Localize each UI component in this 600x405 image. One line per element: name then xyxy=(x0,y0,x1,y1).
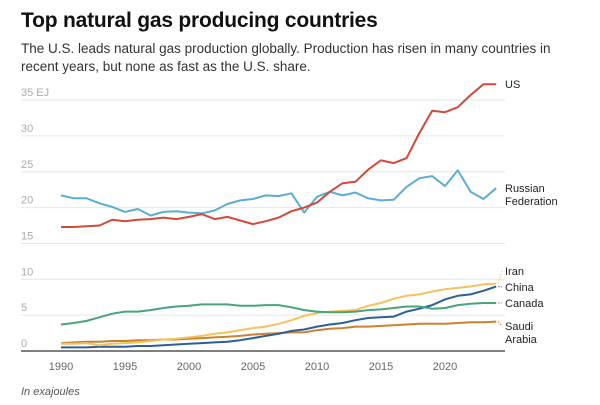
series-line-saudi-arabia xyxy=(60,320,497,345)
series-label-russian-federation: Russian Federation xyxy=(505,183,558,208)
y-tick-label: 10 xyxy=(21,266,33,278)
x-tick-label: 1990 xyxy=(49,361,73,373)
series-line-iran xyxy=(61,282,497,347)
y-tick-label: 35 EJ xyxy=(21,87,49,99)
x-axis-ticks: 1990 1995 2000 2005 2010 2015 2020 xyxy=(49,361,457,373)
series-label-line: China xyxy=(505,282,535,294)
y-tick-label: 0 xyxy=(21,338,27,350)
series-label-iran: Iran xyxy=(505,266,524,278)
chart-title: Top natural gas producing countries xyxy=(21,9,378,32)
series-line-china xyxy=(61,285,497,349)
series-label-saudi-arabia: Saudi Arabia xyxy=(505,321,538,346)
series-label-line: Arabia xyxy=(505,334,538,346)
series-label-canada: Canada xyxy=(505,298,544,310)
x-tick-label: 2020 xyxy=(433,361,457,373)
series-labels: US Russian Federation Iran China Canada Saudi A… xyxy=(497,79,558,346)
y-tick-label: 5 xyxy=(21,302,27,314)
x-tick-label: 1995 xyxy=(113,361,137,373)
series-label-line: Saudi xyxy=(505,321,533,333)
series-label-line: Iran xyxy=(505,266,524,278)
label-connector xyxy=(498,285,503,288)
units-note: In exajoules xyxy=(21,386,80,398)
y-axis-ticks: 0 5 10 15 20 25 30 35 EJ xyxy=(21,87,49,350)
x-tick-label: 2005 xyxy=(241,361,265,373)
series-label-line: Canada xyxy=(505,298,544,310)
series-label-line: Federation xyxy=(505,196,558,208)
series-line-russian-federation xyxy=(60,169,497,217)
x-tick-label: 2015 xyxy=(369,361,393,373)
series-label-line: Russian xyxy=(505,183,545,195)
y-tick-label: 20 xyxy=(21,195,33,207)
y-tick-label: 30 xyxy=(21,123,33,135)
series-line-us xyxy=(61,83,497,228)
series-lines xyxy=(60,83,497,349)
series-label-us: US xyxy=(505,79,520,91)
label-connector xyxy=(497,270,503,284)
chart-subtitle: The U.S. leads natural gas production gl… xyxy=(21,41,551,74)
series-label-line: US xyxy=(505,79,520,91)
series-label-china: China xyxy=(505,282,535,294)
x-tick-label: 2010 xyxy=(305,361,329,373)
label-connector xyxy=(497,321,503,327)
gridlines xyxy=(21,99,505,352)
y-tick-label: 25 xyxy=(21,159,33,171)
x-tick-label: 2000 xyxy=(177,361,201,373)
series-line-canada xyxy=(60,302,497,326)
y-tick-label: 15 xyxy=(21,230,33,242)
